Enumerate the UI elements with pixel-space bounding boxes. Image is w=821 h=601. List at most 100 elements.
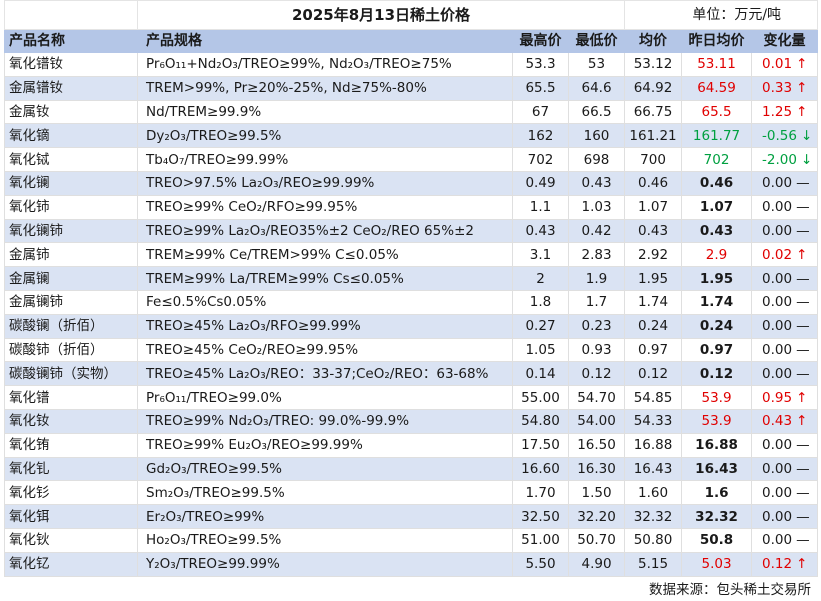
product-name: 氧化铽 <box>4 147 138 172</box>
high-price: 65.5 <box>512 75 569 101</box>
low-price: 160 <box>567 123 626 149</box>
change-amount: 0.00 <box>762 199 793 216</box>
avg-price: 0.97 <box>624 337 683 363</box>
high-price: 53.3 <box>512 52 569 77</box>
product-name: 氧化镧 <box>4 170 138 196</box>
product-name: 氧化钕 <box>4 408 138 434</box>
low-price: 1.9 <box>567 266 626 291</box>
avg-price: 1.07 <box>624 194 683 220</box>
avg-price: 1.74 <box>624 289 683 315</box>
yesterday-avg: 1.07 <box>681 194 753 220</box>
data-source-note: 数据来源：包头稀土交易所 <box>649 582 811 598</box>
change-amount: 0.00 <box>762 175 793 192</box>
high-price: 0.43 <box>512 218 569 244</box>
trend-up-icon: ↑ <box>796 389 808 406</box>
avg-price: 64.92 <box>624 75 683 101</box>
yesterday-avg: 1.74 <box>681 289 753 315</box>
avg-price: 2.92 <box>624 242 683 268</box>
trend-flat-icon: — <box>796 508 810 525</box>
product-name: 氧化钆 <box>4 456 138 482</box>
product-name: 碳酸镧铈（实物） <box>4 361 138 387</box>
price-sheet: 2025年8月13日稀土价格 单位：万元/吨 产品名称 产品规格 最高价 最低价… <box>4 0 819 577</box>
product-name: 氧化钇 <box>4 551 138 577</box>
avg-price: 16.88 <box>624 432 683 458</box>
low-price: 54.00 <box>567 408 626 434</box>
change-amount: 0.43 <box>762 413 793 430</box>
low-price: 54.70 <box>567 385 626 410</box>
table-row: 氧化钬 Ho₂O₃/TREO≥99.5% 51.00 50.70 50.80 50.8 0.… <box>4 527 819 553</box>
change-amount: 1.25 <box>762 103 793 120</box>
table-row: 氧化钇 Y₂O₃/TREO≥99.99% 5.50 4.90 5.15 5.03 0.12 ↑ <box>4 551 819 577</box>
product-spec: TREO≥99% Eu₂O₃/REO≥99.99% <box>137 432 513 458</box>
low-price: 0.93 <box>567 337 626 363</box>
product-spec: TREO≥99% Nd₂O₃/TREO: 99.0%-99.9% <box>137 408 513 434</box>
product-name: 金属镧 <box>4 266 138 291</box>
change-value: 0.01 ↑ <box>751 52 819 77</box>
low-price: 0.43 <box>567 170 626 196</box>
high-price: 51.00 <box>512 527 569 553</box>
high-price: 0.14 <box>512 361 569 387</box>
col-header-yesterday: 昨日均价 <box>681 29 753 53</box>
low-price: 1.7 <box>567 289 626 315</box>
table-row: 氧化镨 Pr₆O₁₁/TREO≥99.0% 55.00 54.70 54.85 53.9 0… <box>4 385 819 410</box>
product-name: 氧化镨 <box>4 385 138 410</box>
change-amount: 0.00 <box>762 318 793 335</box>
product-name: 金属镨钕 <box>4 75 138 101</box>
product-name: 氧化钐 <box>4 480 138 506</box>
avg-price: 0.43 <box>624 218 683 244</box>
avg-price: 16.43 <box>624 456 683 482</box>
change-value: 0.00— <box>751 266 819 291</box>
low-price: 32.20 <box>567 504 626 529</box>
yesterday-avg: 64.59 <box>681 75 753 101</box>
high-price: 1.1 <box>512 194 569 220</box>
low-price: 64.6 <box>567 75 626 101</box>
low-price: 66.5 <box>567 99 626 125</box>
change-value: 0.00— <box>751 361 819 387</box>
product-name: 氧化铕 <box>4 432 138 458</box>
change-amount: 0.12 <box>762 556 793 573</box>
table-row: 氧化铈 TREO≥99% CeO₂/RFO≥99.95% 1.1 1.03 1.07 1.… <box>4 194 819 220</box>
trend-up-icon: ↑ <box>796 413 808 430</box>
low-price: 0.42 <box>567 218 626 244</box>
title-row: 2025年8月13日稀土价格 单位：万元/吨 <box>4 0 819 30</box>
change-value: 0.00— <box>751 170 819 196</box>
change-amount: 0.02 <box>762 246 793 263</box>
yesterday-avg: 2.9 <box>681 242 753 268</box>
product-spec: Ho₂O₃/TREO≥99.5% <box>137 527 513 553</box>
product-name: 氧化钬 <box>4 527 138 553</box>
trend-flat-icon: — <box>796 294 810 311</box>
change-amount: -0.56 <box>762 127 797 144</box>
product-spec: Fe≤0.5%Cs0.05% <box>137 289 513 315</box>
product-spec: TREM≥99% La/TREM≥99% Cs≤0.05% <box>137 266 513 291</box>
change-value: 0.00— <box>751 480 819 506</box>
high-price: 702 <box>512 147 569 172</box>
change-value: 0.33 ↑ <box>751 75 819 101</box>
change-amount: 0.01 <box>762 56 793 73</box>
low-price: 16.30 <box>567 456 626 482</box>
product-spec: TREO≥45% La₂O₃/REO：33-37;CeO₂/REO：63-68% <box>137 361 513 387</box>
trend-flat-icon: — <box>796 318 810 335</box>
low-price: 16.50 <box>567 432 626 458</box>
yesterday-avg: 0.24 <box>681 313 753 339</box>
table-row: 氧化铕 TREO≥99% Eu₂O₃/REO≥99.99% 17.50 16.50 16… <box>4 432 819 458</box>
change-value: -2.00 ↓ <box>751 147 819 172</box>
table-row: 碳酸镧铈（实物） TREO≥45% La₂O₃/REO：33-37;CeO₂/RE… <box>4 361 819 387</box>
product-spec: TREM≥99% Ce/TREM>99% C≤0.05% <box>137 242 513 268</box>
table-row: 碳酸镧（折佰） TREO≥45% La₂O₃/RFO≥99.99% 0.27 0.23… <box>4 313 819 339</box>
low-price: 50.70 <box>567 527 626 553</box>
product-spec: TREO>97.5% La₂O₃/REO≥99.99% <box>137 170 513 196</box>
avg-price: 0.24 <box>624 313 683 339</box>
table-row: 氧化镧铈 TREO≥99% La₂O₃/REO35%±2 CeO₂/REO 65%… <box>4 218 819 244</box>
yesterday-avg: 32.32 <box>681 504 753 529</box>
yesterday-avg: 702 <box>681 147 753 172</box>
trend-up-icon: ↑ <box>796 103 808 120</box>
col-header-low: 最低价 <box>567 29 626 53</box>
change-value: 0.00— <box>751 218 819 244</box>
trend-flat-icon: — <box>796 437 810 454</box>
avg-price: 5.15 <box>624 551 683 577</box>
table-row: 氧化钐 Sm₂O₃/TREO≥99.5% 1.70 1.50 1.60 1.6 0.00— <box>4 480 819 506</box>
change-value: 0.00— <box>751 194 819 220</box>
col-header-avg: 均价 <box>624 29 683 53</box>
yesterday-avg: 53.11 <box>681 52 753 77</box>
product-name: 氧化镝 <box>4 123 138 149</box>
